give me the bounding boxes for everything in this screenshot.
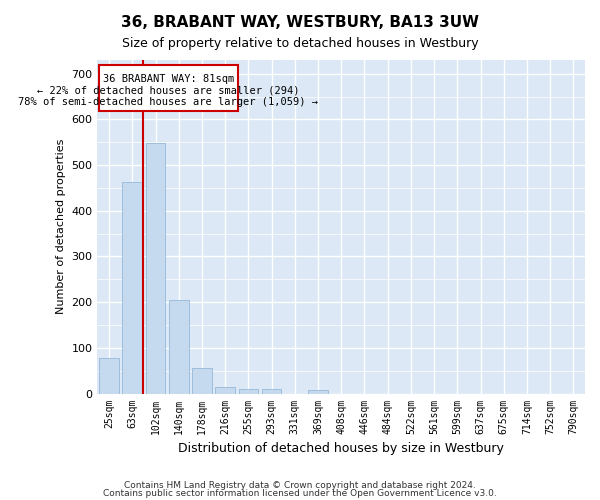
Text: Contains public sector information licensed under the Open Government Licence v3: Contains public sector information licen…	[103, 489, 497, 498]
Text: Contains HM Land Registry data © Crown copyright and database right 2024.: Contains HM Land Registry data © Crown c…	[124, 480, 476, 490]
Bar	[239, 389, 258, 394]
Text: 36 BRABANT WAY: 81sqm: 36 BRABANT WAY: 81sqm	[103, 74, 234, 84]
Text: 36, BRABANT WAY, WESTBURY, BA13 3UW: 36, BRABANT WAY, WESTBURY, BA13 3UW	[121, 15, 479, 30]
Bar	[98, 66, 238, 111]
Bar	[308, 390, 328, 394]
Bar	[122, 182, 142, 394]
Bar	[146, 143, 166, 394]
X-axis label: Distribution of detached houses by size in Westbury: Distribution of detached houses by size …	[178, 442, 504, 455]
Bar	[262, 389, 281, 394]
Bar	[99, 358, 119, 394]
Y-axis label: Number of detached properties: Number of detached properties	[56, 139, 66, 314]
Bar	[169, 300, 188, 394]
Text: ← 22% of detached houses are smaller (294): ← 22% of detached houses are smaller (29…	[37, 85, 299, 95]
Text: 78% of semi-detached houses are larger (1,059) →: 78% of semi-detached houses are larger (…	[18, 96, 318, 106]
Text: Size of property relative to detached houses in Westbury: Size of property relative to detached ho…	[122, 38, 478, 51]
Bar	[215, 386, 235, 394]
Bar	[192, 368, 212, 394]
